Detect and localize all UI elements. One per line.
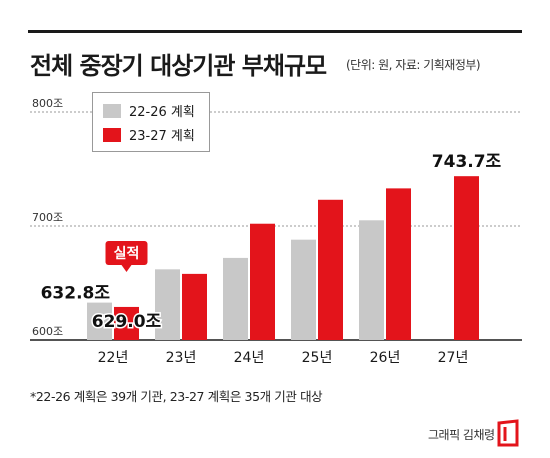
y-tick-label: 800조 — [32, 97, 63, 110]
x-tick-label: 24년 — [234, 350, 265, 366]
bar-layer — [87, 176, 479, 340]
x-tick-label: 22년 — [98, 350, 129, 366]
bar-plan-22-26-26년 — [359, 220, 384, 340]
legend-label: 22-26 계획 — [129, 105, 195, 120]
bar-plan-22-26-24년 — [223, 257, 248, 340]
chart-title: 전체 중장기 대상기관 부채규모 — [30, 52, 327, 80]
publisher-logo-icon — [497, 419, 519, 447]
legend-label: 23-27 계획 — [129, 129, 195, 144]
bar-plan-23-27-22년 — [114, 306, 139, 340]
title-rule — [28, 30, 522, 33]
data-label: 632.8조 — [41, 284, 111, 304]
grid-layer: 600조 700조 800조 — [30, 97, 522, 341]
annotation-label: 실적 — [114, 245, 140, 262]
legend-item-23-27: 23-27 계획 — [103, 125, 195, 144]
data-label: 629.0조 — [92, 312, 162, 332]
bar-plan-23-27-23년 — [182, 273, 207, 340]
x-tick-label: 25년 — [302, 350, 333, 366]
bar-plan-22-26-22년 — [87, 302, 112, 340]
legend-swatch-red — [103, 127, 121, 142]
x-tick-label: 26년 — [370, 350, 401, 366]
legend-item-22-26: 22-26 계획 — [103, 101, 195, 120]
legend: 22-26 계획 23-27 계획 — [92, 92, 210, 152]
bar-plan-22-26-25년 — [291, 239, 316, 340]
x-tick-label: 23년 — [166, 350, 197, 366]
footnote: *22-26 계획은 39개 기관, 23-27 계획은 35개 기관 대상 — [30, 389, 323, 404]
annotation-callout — [105, 241, 148, 265]
unit-source-note: (단위: 원, 자료: 기획재정부) — [346, 58, 481, 72]
bar-plan-23-27-27년 — [454, 176, 479, 340]
graphic-credit: 그래픽 김채령 — [428, 428, 495, 442]
bar-plan-23-27-24년 — [250, 223, 275, 340]
bar-plan-23-27-25년 — [318, 199, 343, 340]
bar-plan-22-26-23년 — [155, 269, 180, 340]
y-tick-label: 700조 — [32, 211, 63, 224]
bar-plan-23-27-26년 — [386, 188, 411, 340]
legend-swatch-gray — [103, 103, 121, 118]
x-tick-label: 27년 — [438, 350, 469, 366]
data-label: 743.7조 — [432, 152, 502, 172]
annotation-callout-pointer — [121, 265, 132, 272]
y-tick-label: 600조 — [32, 325, 63, 338]
